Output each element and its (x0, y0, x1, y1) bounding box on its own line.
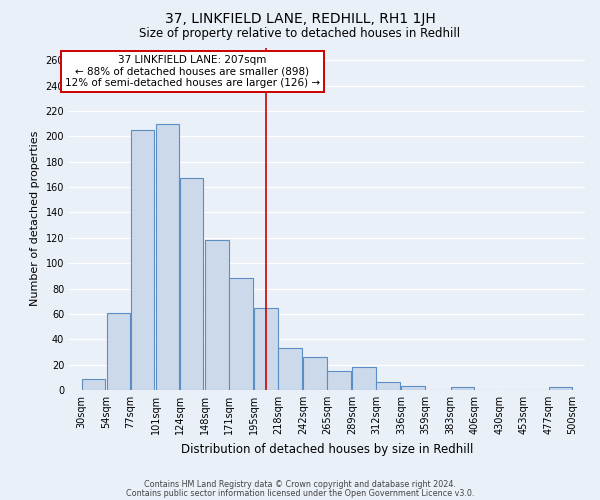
Bar (131, 130, 154, 390)
Text: Contains public sector information licensed under the Open Government Licence v3: Contains public sector information licen… (126, 488, 474, 498)
Bar (549, 388, 572, 390)
Bar (180, 178, 203, 390)
Bar (401, 386, 425, 390)
Bar (278, 348, 302, 390)
Bar (303, 357, 326, 390)
Bar (107, 312, 130, 390)
Bar (376, 382, 400, 390)
Bar (328, 371, 351, 390)
Text: 37 LINKFIELD LANE: 207sqm
← 88% of detached houses are smaller (898)
12% of semi: 37 LINKFIELD LANE: 207sqm ← 88% of detac… (65, 55, 320, 88)
Text: Size of property relative to detached houses in Redhill: Size of property relative to detached ho… (139, 28, 461, 40)
Bar (451, 388, 474, 390)
Text: Contains HM Land Registry data © Crown copyright and database right 2024.: Contains HM Land Registry data © Crown c… (144, 480, 456, 489)
Bar (156, 124, 179, 390)
X-axis label: Distribution of detached houses by size in Redhill: Distribution of detached houses by size … (181, 442, 473, 456)
Text: 37, LINKFIELD LANE, REDHILL, RH1 1JH: 37, LINKFIELD LANE, REDHILL, RH1 1JH (164, 12, 436, 26)
Y-axis label: Number of detached properties: Number of detached properties (30, 131, 40, 306)
Bar (205, 240, 229, 390)
Bar (229, 278, 253, 390)
Bar (352, 367, 376, 390)
Bar (254, 308, 278, 390)
Bar (82, 378, 105, 390)
